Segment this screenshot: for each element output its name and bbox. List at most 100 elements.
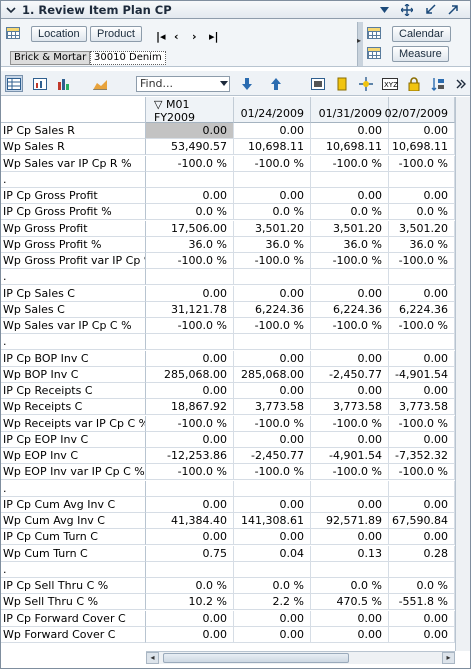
grid-cell[interactable]: 0.00 [146, 627, 234, 643]
grid-cell[interactable]: -100.0 % [234, 464, 311, 480]
row-header[interactable]: Wp Cum Avg Inv C [0, 513, 146, 529]
grid-cell[interactable]: 0.00 [311, 529, 389, 545]
row-header[interactable]: . [0, 334, 146, 350]
grid-cell[interactable]: 2.2 % [234, 594, 311, 610]
row-header[interactable]: Wp Cum Turn C [0, 546, 146, 562]
prev-page-icon[interactable]: ‹ [174, 30, 179, 43]
grid-cell[interactable]: 0.00 [389, 432, 455, 448]
row-header[interactable]: . [0, 172, 146, 188]
grid-cell[interactable]: 141,308.61 [234, 513, 311, 529]
grid-cell[interactable] [389, 172, 455, 188]
grid-cell[interactable]: 0.0 % [146, 578, 234, 594]
row-header[interactable]: Wp EOP Inv var IP Cp C % [0, 464, 146, 480]
grid-cell[interactable]: -100.0 % [389, 416, 455, 432]
grid-cell[interactable]: 0.00 [146, 188, 234, 204]
grid-cell[interactable]: 0.00 [234, 611, 311, 627]
grid-cell[interactable]: 0.00 [146, 123, 234, 139]
grid-cell[interactable]: -100.0 % [389, 253, 455, 269]
expand-collapse-icon[interactable]: ▽ [154, 98, 163, 111]
grid-cell[interactable]: 0.0 % [146, 204, 234, 220]
grid-cell[interactable]: -100.0 % [389, 318, 455, 334]
row-header[interactable]: Wp Gross Profit [0, 221, 146, 237]
next-page-icon[interactable]: › [192, 30, 197, 43]
grid-cell[interactable]: 0.00 [389, 627, 455, 643]
measure-button[interactable]: Measure [392, 46, 449, 62]
row-header[interactable]: Wp Sales var IP Cp C % [0, 318, 146, 334]
grid-cell[interactable]: -100.0 % [389, 156, 455, 172]
grid-cell[interactable] [234, 562, 311, 578]
row-header[interactable]: IP Cp Cum Avg Inv C [0, 497, 146, 513]
grid-cell[interactable]: -100.0 % [234, 253, 311, 269]
grid-view-icon[interactable] [5, 75, 23, 92]
grid-cell[interactable]: 0.00 [234, 286, 311, 302]
column-header-week[interactable]: 01/24/2009 [234, 97, 311, 123]
grid-cell[interactable]: 3,501.20 [311, 221, 389, 237]
row-header[interactable]: Wp Receipts var IP Cp C % [0, 416, 146, 432]
grid-cell[interactable]: 0.00 [146, 351, 234, 367]
grid-cell[interactable]: 0.00 [234, 188, 311, 204]
grid-cell[interactable]: 0.00 [234, 432, 311, 448]
grid-cell[interactable]: 6,224.36 [389, 302, 455, 318]
grid-cell[interactable]: 10,698.11 [389, 139, 455, 155]
row-header[interactable]: IP Cp EOP Inv C [0, 432, 146, 448]
show-hide-icon[interactable] [309, 75, 327, 92]
grid-cell[interactable]: 0.00 [234, 627, 311, 643]
grid-cell[interactable]: 0.00 [146, 529, 234, 545]
row-header[interactable]: IP Cp Sell Thru C % [0, 578, 146, 594]
lock-icon[interactable] [405, 75, 423, 92]
grid-cell[interactable]: -100.0 % [146, 156, 234, 172]
grid-cell[interactable]: 285,068.00 [146, 367, 234, 383]
scroll-right-icon[interactable]: ▸ [442, 652, 455, 664]
scroll-left-icon[interactable]: ◂ [146, 652, 159, 664]
location-button[interactable]: Location [31, 26, 87, 42]
grid-cell[interactable]: 67,590.84 [389, 513, 455, 529]
maximize-icon[interactable] [446, 3, 460, 17]
vertical-scrollbar[interactable] [455, 97, 471, 651]
move-icon[interactable] [400, 3, 414, 17]
highlight-icon[interactable] [333, 75, 351, 92]
grid-cell[interactable]: 0.00 [311, 188, 389, 204]
grid-cell[interactable]: 470.5 % [311, 594, 389, 610]
area-chart-icon[interactable] [91, 75, 109, 92]
row-header[interactable]: Wp Gross Profit var IP Cp % [0, 253, 146, 269]
pane-separator[interactable] [357, 22, 363, 66]
horizontal-scroll-thumb[interactable] [163, 653, 349, 663]
grid-cell[interactable]: 0.0 % [389, 578, 455, 594]
row-header[interactable]: Wp Sales C [0, 302, 146, 318]
row-header[interactable]: . [0, 481, 146, 497]
column-header-week[interactable]: 02/07/2009 [385, 97, 455, 123]
grid-cell[interactable]: 0.00 [311, 432, 389, 448]
row-header[interactable]: Wp BOP Inv C [0, 367, 146, 383]
grid-cell[interactable]: 0.00 [234, 529, 311, 545]
grid-cell[interactable]: -100.0 % [146, 253, 234, 269]
grid-cell[interactable]: 0.0 % [311, 578, 389, 594]
grid-cell[interactable]: 0.00 [389, 351, 455, 367]
grid-cell[interactable]: 0.28 [389, 546, 455, 562]
grid-cell[interactable]: 0.00 [389, 123, 455, 139]
grid-cell[interactable]: 0.00 [311, 611, 389, 627]
grid-cell[interactable]: 0.00 [389, 383, 455, 399]
grid-cell[interactable]: 0.13 [311, 546, 389, 562]
row-header[interactable]: . [0, 269, 146, 285]
grid-cell[interactable] [146, 562, 234, 578]
grid-cell[interactable]: 10.2 % [146, 594, 234, 610]
grid-cell[interactable]: -12,253.86 [146, 448, 234, 464]
more-tools-icon[interactable] [452, 75, 470, 92]
grid-cell[interactable]: -100.0 % [146, 416, 234, 432]
grid-cell[interactable]: -2,450.77 [311, 367, 389, 383]
sort-icon[interactable] [429, 75, 447, 92]
row-header[interactable]: IP Cp Cum Turn C [0, 529, 146, 545]
grid-cell[interactable]: 0.0 % [311, 204, 389, 220]
chart-grid-icon[interactable] [31, 75, 49, 92]
calendar-button[interactable]: Calendar [392, 26, 451, 42]
grid-cell[interactable] [234, 172, 311, 188]
grid-cell[interactable]: 0.00 [146, 383, 234, 399]
grid-cell[interactable]: -4,901.54 [389, 367, 455, 383]
menu-dropdown-icon[interactable] [377, 3, 391, 17]
minimize-icon[interactable] [423, 3, 437, 17]
grid-cell[interactable]: 0.00 [389, 188, 455, 204]
grid-cell[interactable]: 0.00 [311, 351, 389, 367]
grid-cell[interactable]: 0.00 [389, 529, 455, 545]
grid-cell[interactable]: -7,352.32 [389, 448, 455, 464]
grid-cell[interactable]: -100.0 % [234, 156, 311, 172]
